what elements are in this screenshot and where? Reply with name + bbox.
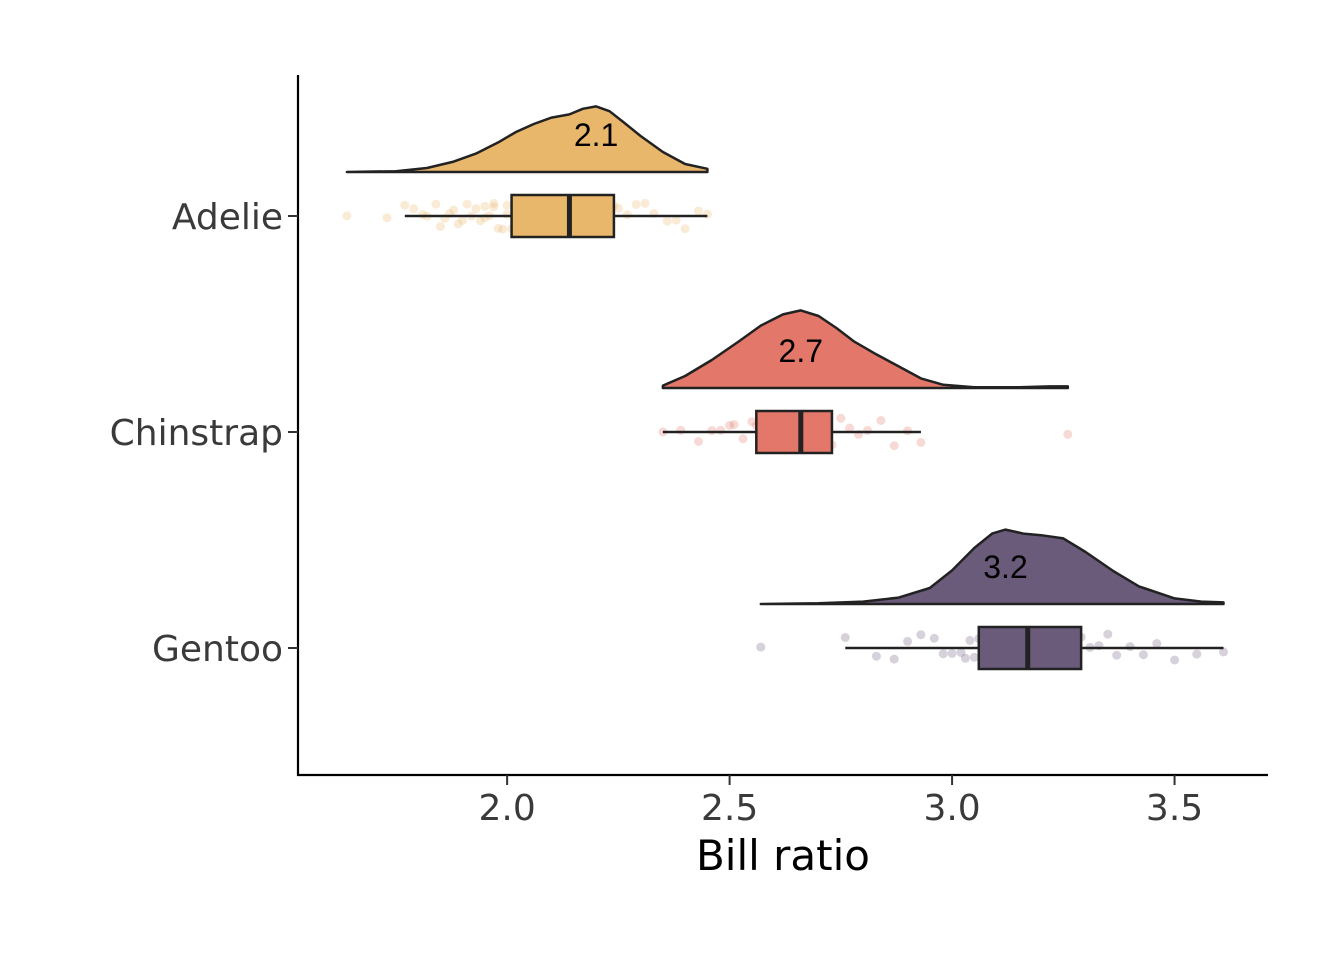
point-adelie-20: [489, 202, 499, 212]
point-gentoo-41: [1125, 642, 1135, 652]
x-tick-label-2: 3.0: [923, 788, 980, 829]
point-gentoo-4: [903, 636, 913, 646]
point-chinstrap-27: [836, 413, 846, 423]
point-gentoo-0: [756, 642, 766, 652]
point-gentoo-43: [1152, 639, 1162, 648]
point-gentoo-5: [916, 630, 926, 640]
point-gentoo-1: [840, 633, 850, 642]
point-gentoo-6: [929, 633, 939, 643]
point-chinstrap-1: [676, 425, 686, 435]
point-adelie-13: [462, 199, 472, 209]
point-adelie-11: [453, 219, 463, 229]
point-adelie-25: [502, 209, 512, 219]
point-adelie-2: [400, 200, 410, 210]
point-adelie-1: [382, 213, 392, 223]
density-gentoo: [759, 528, 1225, 606]
point-gentoo-8: [947, 649, 957, 658]
point-chinstrap-34: [916, 437, 926, 447]
point-gentoo-10: [960, 653, 970, 663]
y-tick-label-gentoo: Gentoo: [152, 629, 283, 670]
point-adelie-24: [502, 200, 512, 210]
point-adelie-60: [680, 224, 690, 234]
point-adelie-22: [493, 223, 503, 233]
point-adelie-3: [409, 204, 419, 214]
density-chinstrap: [661, 309, 1070, 390]
point-gentoo-12: [969, 652, 979, 662]
point-gentoo-39: [1103, 629, 1113, 639]
point-chinstrap-8: [747, 417, 757, 427]
mean-label-chinstrap: 2.7: [779, 333, 823, 369]
point-adelie-17: [480, 201, 490, 211]
point-gentoo-45: [1192, 649, 1202, 659]
point-chinstrap-5: [725, 420, 735, 430]
point-gentoo-46: [1219, 647, 1228, 657]
point-adelie-62: [702, 209, 712, 219]
point-chinstrap-30: [863, 425, 872, 435]
point-adelie-0: [342, 211, 352, 221]
x-axis-title: Bill ratio: [696, 831, 870, 880]
point-chinstrap-3: [707, 426, 717, 436]
point-chinstrap-32: [889, 441, 899, 451]
point-chinstrap-2: [694, 437, 703, 446]
point-chinstrap-35: [1063, 429, 1073, 439]
mean-label-gentoo: 3.2: [983, 549, 1027, 585]
point-chinstrap-7: [738, 434, 748, 444]
point-adelie-15: [471, 204, 481, 214]
box-chinstrap: [755, 409, 834, 455]
point-gentoo-9: [956, 648, 966, 657]
mean-label-adelie: 2.1: [574, 117, 618, 153]
point-gentoo-40: [1112, 650, 1122, 660]
point-adelie-53: [613, 203, 623, 213]
point-adelie-61: [694, 206, 703, 216]
point-gentoo-3: [889, 654, 899, 664]
x-tick-label-1: 2.5: [701, 788, 758, 829]
y-tick-label-chinstrap: Chinstrap: [110, 413, 283, 454]
x-tick-label-0: 2.0: [478, 788, 535, 829]
point-adelie-56: [640, 198, 650, 208]
x-tick-label-3: 3.5: [1146, 788, 1203, 829]
point-adelie-54: [622, 210, 632, 220]
y-tick-label-adelie: Adelie: [172, 197, 283, 238]
point-gentoo-44: [1170, 655, 1180, 665]
point-gentoo-42: [1138, 650, 1148, 660]
point-adelie-59: [671, 215, 681, 225]
point-gentoo-11: [965, 635, 975, 645]
box-adelie: [510, 193, 616, 239]
point-adelie-23: [498, 224, 508, 234]
point-gentoo-7: [938, 649, 948, 659]
point-adelie-7: [435, 222, 445, 232]
axes: Adelie Chinstrap Gentoo 2.0 2.5 3.0 3.5: [110, 75, 1268, 829]
point-chinstrap-4: [716, 425, 726, 435]
point-gentoo-2: [871, 651, 881, 661]
point-chinstrap-31: [876, 416, 886, 425]
point-adelie-55: [631, 200, 641, 209]
point-adelie-10: [449, 205, 459, 215]
point-chinstrap-6: [729, 420, 739, 430]
point-adelie-58: [662, 216, 672, 226]
plot-area: 2.1 2.7 3.2: [342, 105, 1228, 671]
point-adelie-21: [489, 198, 499, 208]
point-adelie-16: [475, 216, 485, 226]
point-chinstrap-28: [845, 423, 855, 433]
point-adelie-6: [431, 199, 441, 209]
density-adelie: [345, 105, 709, 174]
point-adelie-12: [458, 215, 468, 225]
